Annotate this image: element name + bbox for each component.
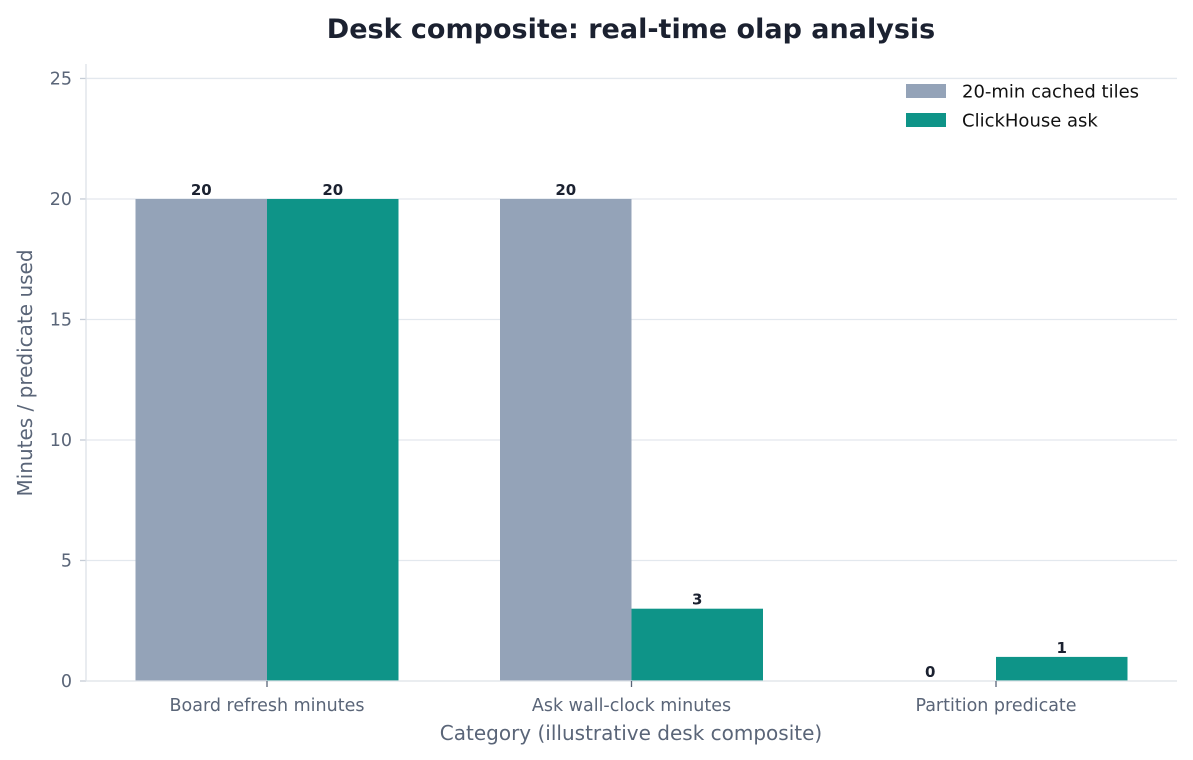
x-tick-label: Partition predicate <box>915 696 1076 716</box>
y-axis-label: Minutes / predicate used <box>13 249 37 496</box>
data-label: 20 <box>191 181 212 199</box>
x-tick-label: Board refresh minutes <box>170 696 365 716</box>
chart-title: Desk composite: real-time olap analysis <box>327 14 935 45</box>
legend-label: 20-min cached tiles <box>962 82 1139 103</box>
data-label: 20 <box>322 181 343 199</box>
legend: 20-min cached tiles ClickHouse ask <box>906 82 1139 132</box>
data-label: 0 <box>925 663 935 681</box>
data-label: 20 <box>555 181 576 199</box>
bar <box>135 198 267 681</box>
y-tick-label: 20 <box>50 190 72 210</box>
y-tick-label: 15 <box>50 310 72 330</box>
bar <box>267 198 399 681</box>
y-tick-label: 5 <box>61 551 72 571</box>
legend-label: ClickHouse ask <box>962 111 1098 132</box>
legend-swatch <box>906 113 946 127</box>
y-tick-label: 0 <box>61 672 72 692</box>
data-labels: 20 20 0 20 3 1 <box>191 181 1067 681</box>
data-label: 3 <box>692 591 702 609</box>
bar <box>996 656 1128 681</box>
x-axis-label: Category (illustrative desk composite) <box>440 721 822 745</box>
bar <box>631 608 763 681</box>
y-tick-label: 10 <box>50 431 72 451</box>
x-tick-label: Ask wall-clock minutes <box>532 696 731 716</box>
bars <box>135 198 1128 681</box>
bar <box>500 198 632 681</box>
y-tick-label: 25 <box>50 69 72 89</box>
legend-swatch <box>906 84 946 98</box>
data-label: 1 <box>1057 639 1067 657</box>
